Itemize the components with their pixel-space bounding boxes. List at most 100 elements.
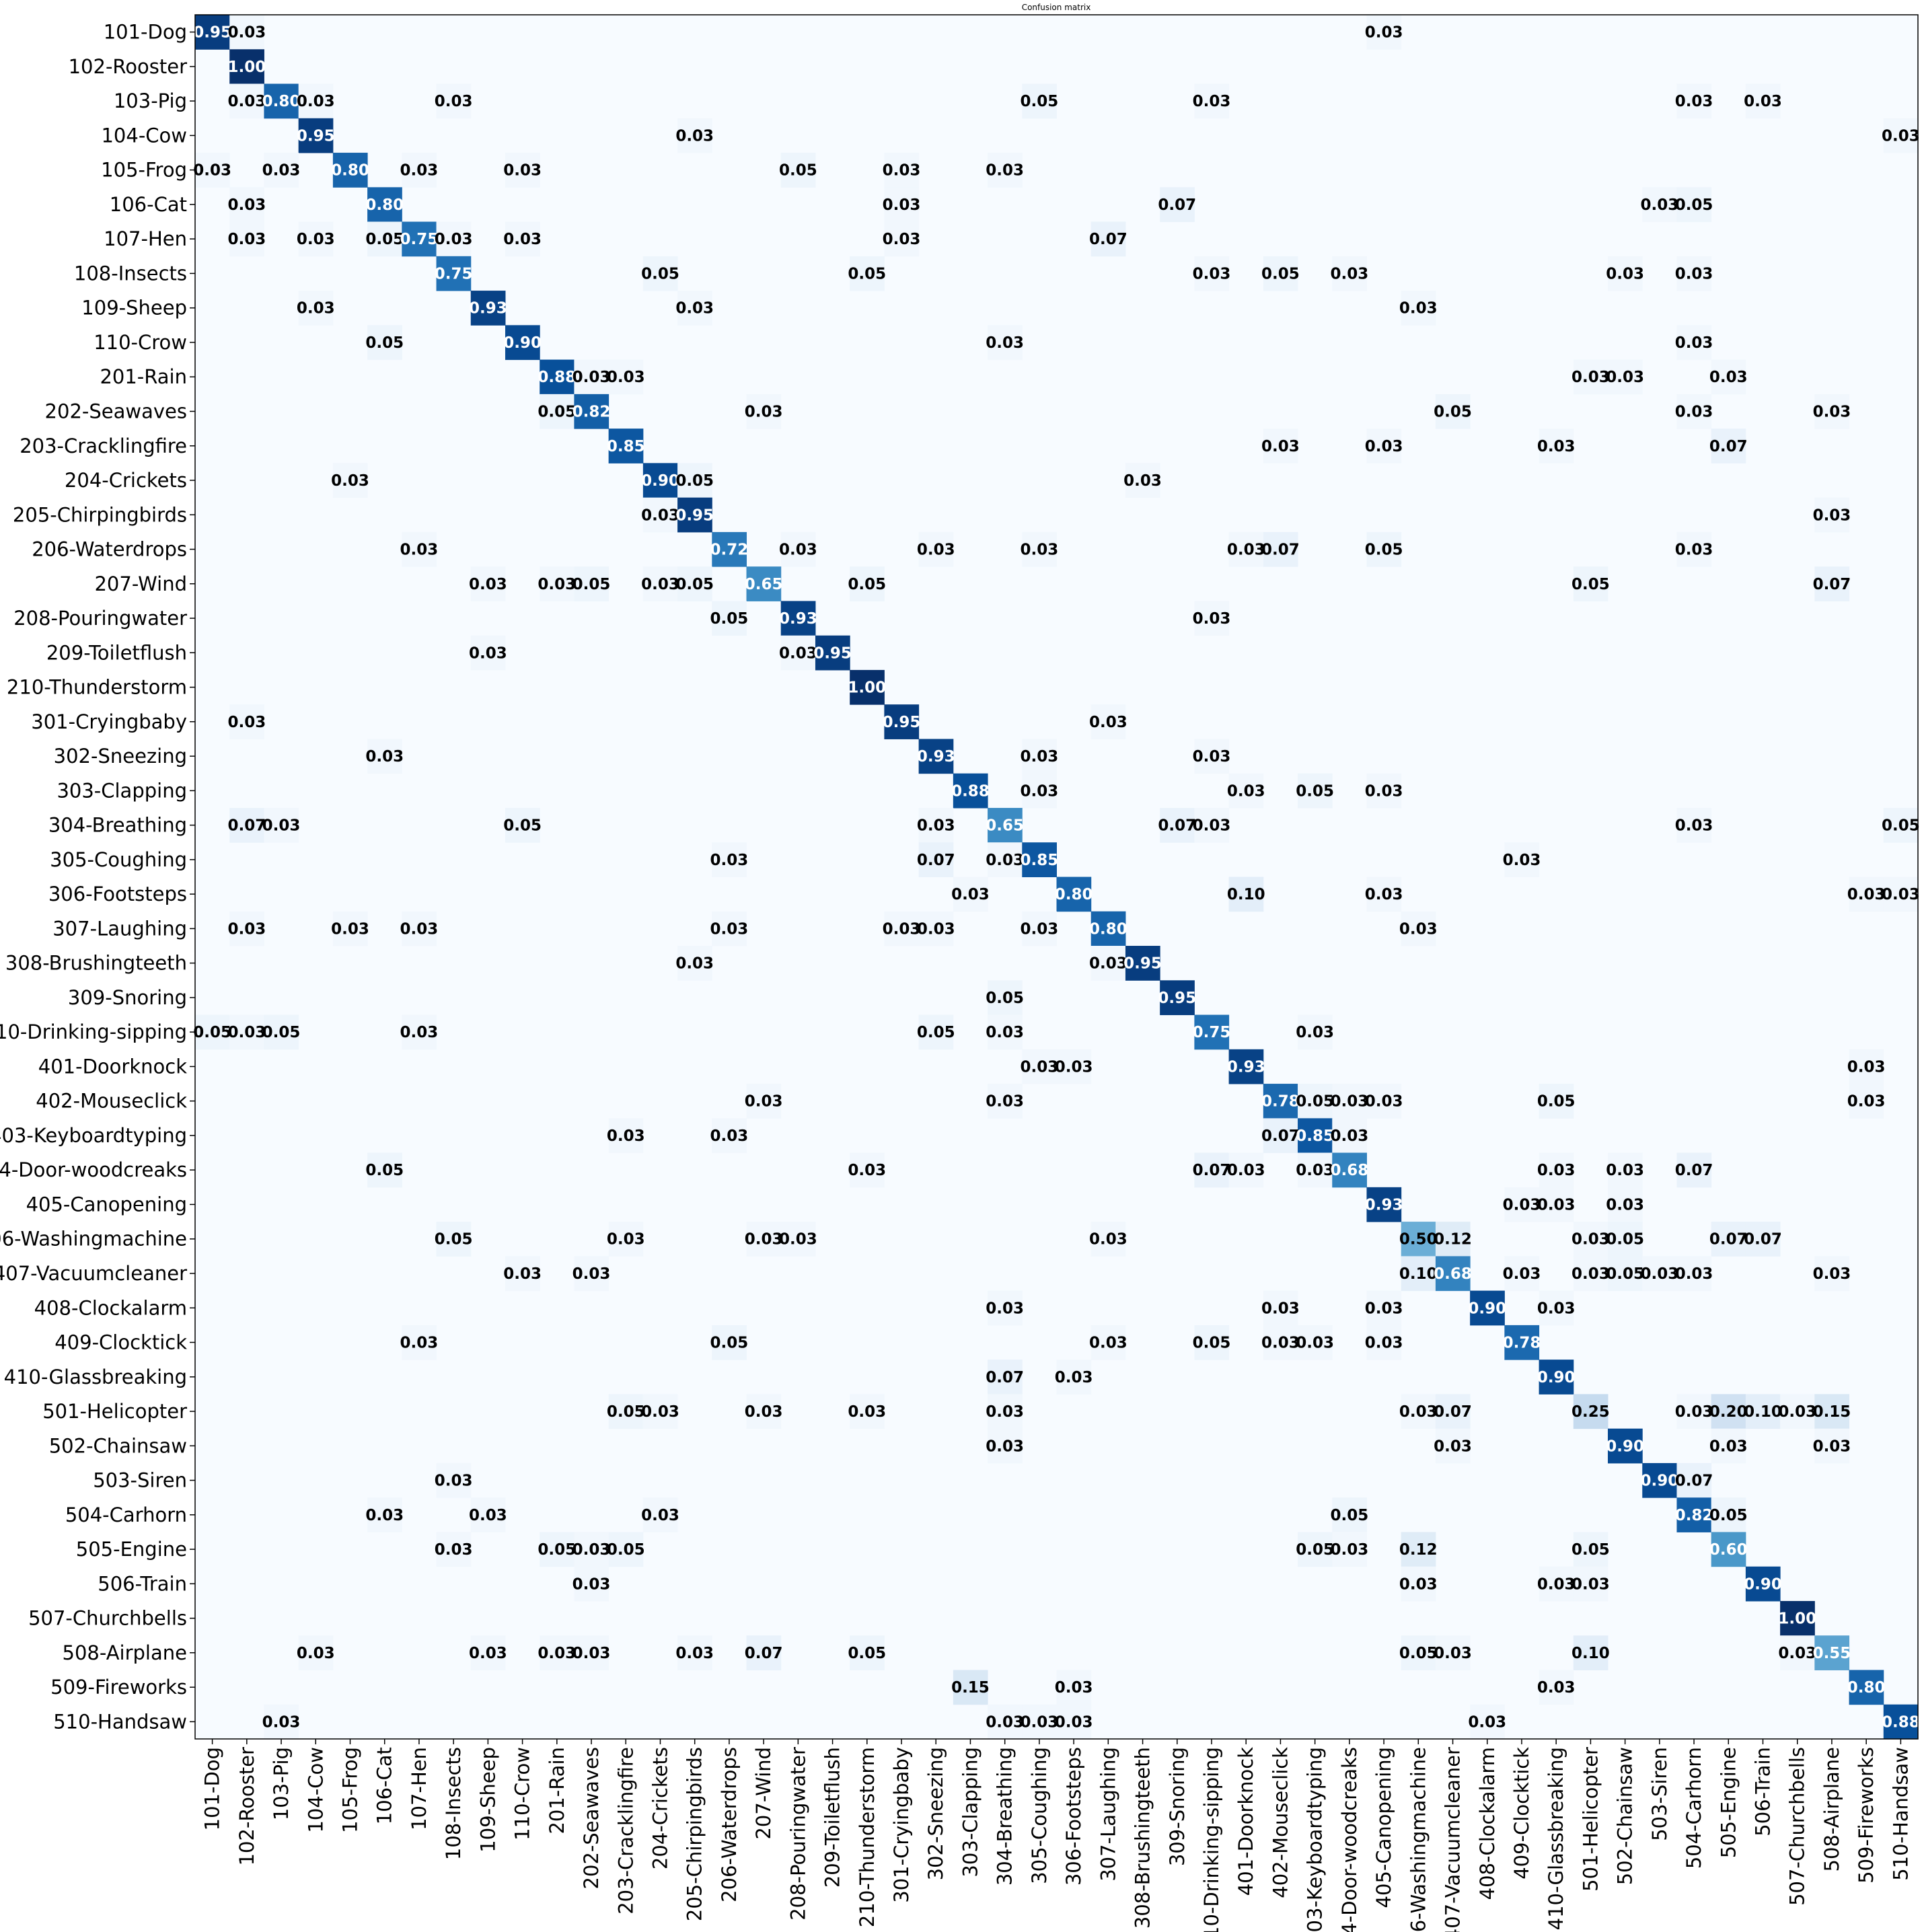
cell-value-label: 0.03	[1847, 1093, 1886, 1111]
cell-value-label: 0.03	[917, 920, 955, 938]
heatmap-cell	[1883, 118, 1919, 153]
heatmap-cell	[1711, 1497, 1746, 1532]
cell-value-label: 0.03	[1227, 1162, 1265, 1179]
cell-value-label: 0.03	[1571, 1231, 1610, 1249]
heatmap-cell	[608, 1532, 644, 1567]
heatmap-cell	[1090, 1222, 1126, 1257]
heatmap-cell	[1194, 807, 1230, 843]
cell-value-label: 0.80	[262, 93, 301, 110]
heatmap-cell	[1298, 1014, 1333, 1050]
cell-value-label: 0.05	[538, 1541, 576, 1559]
y-tick-label: 404-Door-woodcreaks	[0, 1158, 187, 1181]
x-tick-label: 104-Cow	[304, 1747, 327, 1833]
y-tick-label: 503-Siren	[93, 1469, 187, 1492]
x-tick-label: 409-Clocktick	[1510, 1747, 1533, 1880]
x-tick-label: 502-Chainsaw	[1614, 1747, 1637, 1885]
heatmap-cell	[1711, 1428, 1746, 1464]
cell-value-label: 0.88	[1882, 1713, 1920, 1731]
heatmap-cell	[1711, 1394, 1746, 1429]
cell-value-label: 0.03	[1675, 542, 1713, 559]
heatmap-cell	[1263, 531, 1298, 567]
y-tick-label: 203-Cracklingfire	[20, 435, 187, 457]
x-tick-label: 405-Canopening	[1372, 1747, 1395, 1908]
heatmap-cell	[712, 1118, 747, 1154]
cell-value-label: 0.03	[641, 507, 679, 524]
cell-value-label: 0.80	[1847, 1679, 1886, 1697]
y-tick-label: 506-Train	[98, 1572, 187, 1595]
cell-value-label: 0.10	[1399, 1265, 1438, 1283]
cell-value-label: 0.03	[503, 162, 542, 180]
cell-annotations: 0.95 0.03 0.03 1.00 0.03 0.80 0.03 0.03 0.05 0.03…	[193, 24, 1920, 1732]
heatmap-cell	[436, 221, 472, 257]
heatmap-cell	[1366, 877, 1402, 912]
heatmap-cell	[1090, 946, 1126, 981]
cell-value-label: 0.03	[848, 1162, 886, 1179]
cell-value-label: 0.03	[1537, 1575, 1576, 1593]
y-tick-label: 205-Chirpingbirds	[13, 503, 187, 526]
x-tick-label: 307-Laughing	[1097, 1747, 1119, 1882]
cell-value-label: 0.03	[1089, 1231, 1127, 1249]
heatmap-cell	[1435, 1394, 1471, 1429]
heatmap-cell	[884, 187, 920, 223]
heatmap-cell	[1642, 1462, 1677, 1498]
heatmap-cell	[1780, 1635, 1815, 1670]
cell-value-label: 0.03	[745, 403, 783, 420]
cell-value-label: 0.05	[607, 1541, 645, 1559]
heatmap-cell	[1676, 256, 1712, 291]
y-tick-label: 402-Mouseclick	[36, 1090, 187, 1113]
cell-value-label: 0.03	[710, 1127, 749, 1145]
heatmap-cell	[1125, 463, 1160, 498]
heatmap-cell	[1298, 1532, 1333, 1567]
heatmap-cell	[918, 531, 954, 567]
cell-value-label: 0.95	[675, 507, 714, 524]
heatmap-cell	[1573, 1256, 1608, 1292]
heatmap-cell	[1160, 187, 1195, 223]
heatmap-cell	[988, 1394, 1023, 1429]
heatmap-cell	[402, 221, 437, 257]
x-axis-ticks: 101-Dog 102-Rooster 103-Pig 104-Cow 105-Frog…	[201, 1739, 1912, 1932]
heatmap-cell	[677, 1635, 712, 1670]
heatmap-cell	[1814, 1428, 1850, 1464]
cell-value-label: 0.03	[745, 1093, 783, 1111]
heatmap-cell	[1160, 980, 1195, 1016]
heatmap-cell	[1849, 1084, 1884, 1119]
heatmap-cell	[642, 1394, 678, 1429]
cell-value-label: 0.95	[1158, 990, 1196, 1007]
cell-value-label: 0.03	[435, 1541, 473, 1559]
heatmap-cell	[1228, 531, 1264, 567]
cell-value-label: 0.03	[1365, 438, 1403, 455]
cell-value-label: 0.03	[469, 1645, 507, 1662]
heatmap-cell	[608, 359, 644, 395]
cell-value-label: 0.05	[365, 231, 404, 248]
cell-value-label: 0.03	[1675, 403, 1713, 420]
heatmap-cell	[1504, 1256, 1540, 1292]
heatmap-cell	[1160, 807, 1195, 843]
x-tick-label: 203-Cracklingfire	[614, 1747, 637, 1915]
heatmap-cell	[1849, 1670, 1884, 1705]
x-tick-label: 505-Engine	[1717, 1747, 1740, 1858]
y-tick-label: 309-Snoring	[68, 986, 187, 1009]
cell-value-label: 0.68	[1434, 1265, 1472, 1283]
cell-value-label: 0.03	[1021, 748, 1059, 766]
heatmap-cell	[642, 256, 678, 291]
cell-value-label: 1.00	[227, 59, 266, 76]
heatmap-cell	[540, 359, 575, 395]
heatmap-cell	[1022, 773, 1057, 809]
cell-value-label: 0.90	[1640, 1473, 1678, 1490]
heatmap-cell	[1298, 1152, 1333, 1188]
heatmap-cell	[712, 911, 747, 946]
heatmap-cell	[1366, 773, 1402, 809]
cell-value-label: 0.03	[1537, 1679, 1576, 1697]
y-tick-label: 208-Pouringwater	[13, 607, 187, 630]
cell-value-label: 0.03	[986, 1024, 1024, 1041]
x-tick-label: 210-Thunderstorm	[856, 1747, 879, 1927]
heatmap-cell	[264, 83, 299, 119]
cell-value-label: 0.85	[607, 438, 645, 455]
cell-value-label: 0.05	[675, 472, 714, 490]
heatmap-cell	[1298, 773, 1333, 809]
heatmap-cell	[1504, 1325, 1540, 1360]
heatmap-cell	[229, 807, 264, 843]
heatmap-cell	[1711, 1532, 1746, 1567]
x-tick-label: 404-Door-woodcreaks	[1338, 1747, 1361, 1932]
heatmap-cell	[642, 463, 678, 498]
